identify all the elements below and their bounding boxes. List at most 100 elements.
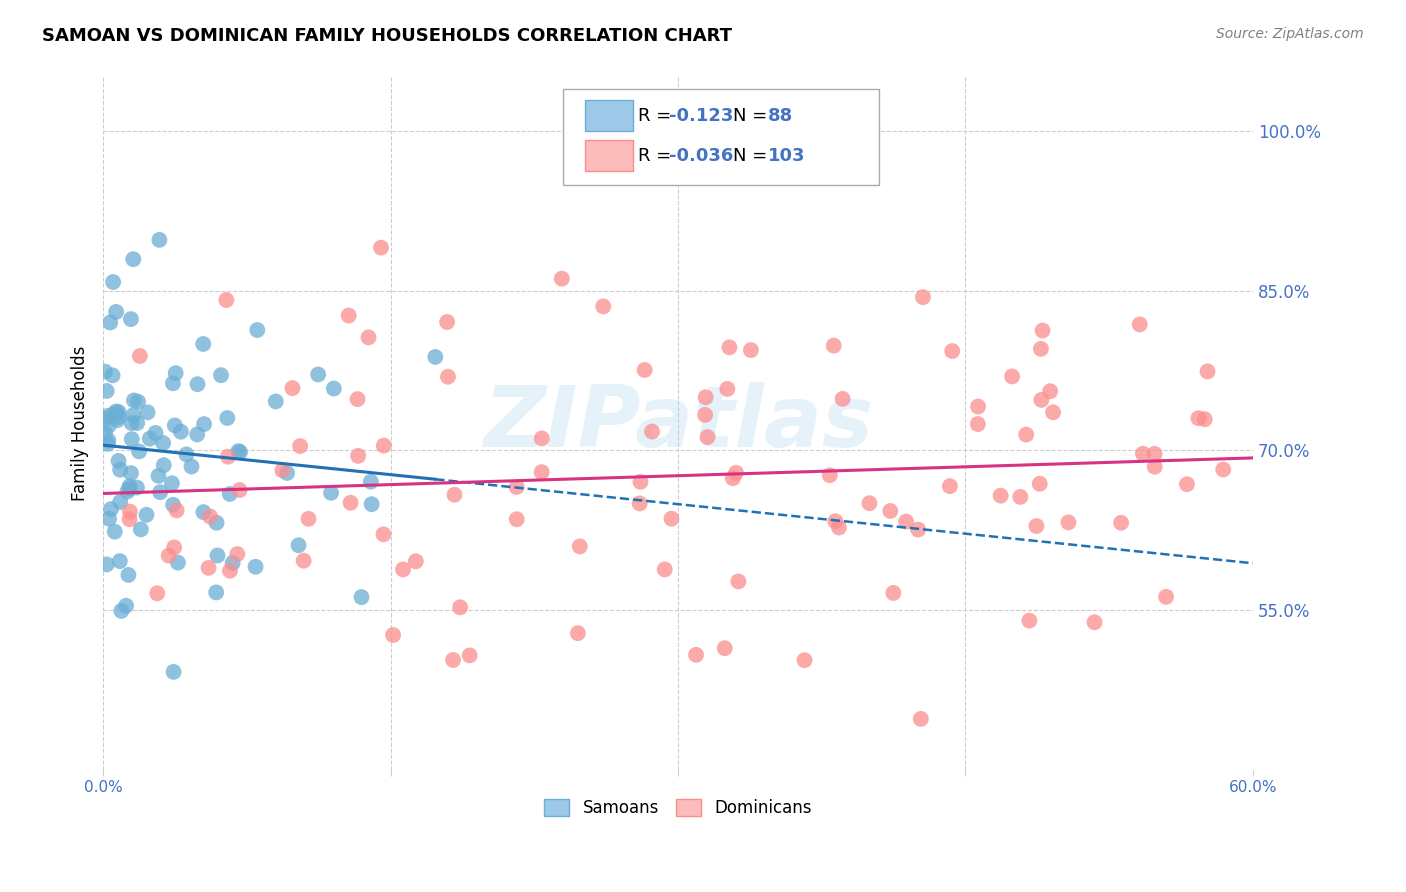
Point [661,511,683,525]
Point [128,444,150,458]
Point [505,480,527,494]
Point [831,392,853,406]
Point [104,524,127,539]
Point [96,558,118,572]
Point [1057,516,1080,530]
Point [157,549,180,563]
Point [118,512,141,526]
Text: N =: N = [733,106,773,125]
Point [121,432,143,446]
Point [166,503,188,517]
Point [135,508,157,522]
Point [1032,324,1054,338]
Point [226,547,249,561]
Point [110,604,132,618]
Point [530,432,553,446]
Point [879,504,901,518]
Point [1175,477,1198,491]
Point [101,368,124,383]
Point [197,561,219,575]
Point [104,407,127,421]
Point [713,641,735,656]
Point [1143,447,1166,461]
Point [630,475,652,489]
Point [107,413,129,427]
Point [907,523,929,537]
Point [139,432,162,446]
Point [118,505,141,519]
Point [373,527,395,541]
Point [1029,342,1052,356]
Point [180,459,202,474]
Point [458,648,481,663]
Point [207,549,229,563]
Point [97,434,120,448]
Point [347,449,370,463]
Point [217,411,239,425]
Point [1031,392,1053,407]
Point [120,466,142,480]
Y-axis label: Family Households: Family Households [72,346,89,501]
Text: R =: R = [638,106,676,125]
Point [97,409,120,423]
Point [436,315,458,329]
Point [271,463,294,477]
Point [641,425,664,439]
Point [167,556,190,570]
Point [967,400,990,414]
Point [628,496,651,510]
Point [205,585,228,599]
Point [115,599,138,613]
Point [858,496,880,510]
Point [117,568,139,582]
Text: -0.036: -0.036 [669,146,733,165]
Point [94,425,117,440]
Point [107,454,129,468]
Point [152,436,174,450]
Point [105,305,128,319]
Point [724,466,747,480]
Text: 88: 88 [768,106,793,125]
Point [98,316,121,330]
Point [1212,462,1234,476]
Point [823,338,845,352]
Point [246,323,269,337]
Point [319,486,342,500]
Point [910,712,932,726]
Point [118,482,141,496]
Point [120,312,142,326]
Point [346,392,368,406]
FancyBboxPatch shape [585,140,633,171]
Point [1028,476,1050,491]
Point [360,475,382,489]
Point [125,481,148,495]
Point [297,512,319,526]
Point [281,381,304,395]
Point [146,586,169,600]
Point [97,437,120,451]
Point [1187,411,1209,425]
Point [592,299,614,313]
Point [824,514,846,528]
Point [382,628,405,642]
Point [551,271,574,285]
Point [163,418,186,433]
Point [506,512,529,526]
Point [1154,590,1177,604]
Point [193,417,215,431]
Point [193,505,215,519]
Point [121,416,143,430]
Point [149,485,172,500]
Point [160,476,183,491]
Point [118,479,141,493]
Point [939,479,962,493]
Point [911,290,934,304]
Point [654,562,676,576]
Point [695,408,717,422]
Point [205,516,228,530]
Text: N =: N = [733,146,773,165]
Point [288,439,311,453]
Point [695,390,717,404]
Point [567,626,589,640]
Point [105,404,128,418]
